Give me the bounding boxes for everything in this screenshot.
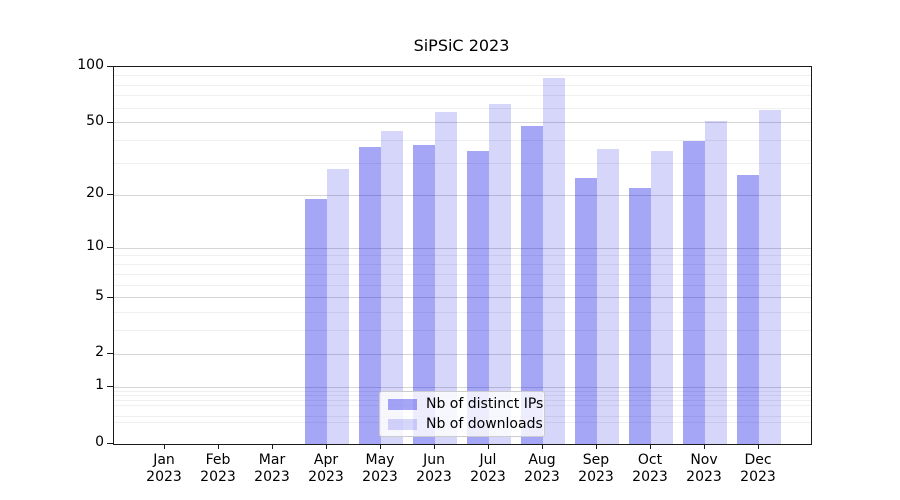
minor-gridline <box>114 84 811 86</box>
minor-gridline <box>114 95 811 97</box>
y-tick-label: 0 <box>95 434 104 450</box>
y-tick-label: 5 <box>95 287 104 304</box>
major-gridline <box>114 297 811 299</box>
y-tick-mark <box>107 66 113 67</box>
x-tick-mark <box>542 444 543 449</box>
y-tick-mark <box>107 247 113 249</box>
legend-swatch-distinct-ips <box>388 398 417 410</box>
bar-nb-of-distinct-ips-sep <box>575 177 597 444</box>
y-tick-mark <box>107 194 113 196</box>
x-tick-label-dec: Dec 2023 <box>740 452 776 485</box>
bar-nb-of-distinct-ips-jun <box>413 144 435 444</box>
bar-nb-of-distinct-ips-apr <box>305 199 327 444</box>
bar-nb-of-distinct-ips-nov <box>683 140 705 444</box>
x-tick-mark <box>434 444 435 449</box>
x-tick-mark <box>164 444 165 449</box>
major-gridline <box>114 247 811 249</box>
legend-row-downloads: Nb of downloads <box>388 416 543 432</box>
bar-nb-of-downloads-oct <box>651 151 673 444</box>
y-tick-mark <box>107 121 113 123</box>
x-tick-mark <box>650 444 651 449</box>
bar-nb-of-distinct-ips-aug <box>521 126 543 444</box>
y-tick-label: 50 <box>86 112 104 129</box>
legend-swatch-downloads <box>388 418 417 430</box>
major-gridline <box>114 122 811 124</box>
minor-gridline <box>114 255 811 257</box>
y-tick-mark <box>107 353 113 355</box>
x-tick-mark <box>326 444 327 449</box>
legend-label-downloads: Nb of downloads <box>426 416 543 432</box>
minor-gridline <box>114 75 811 77</box>
x-tick-label-jan: Jan 2023 <box>146 452 182 485</box>
x-tick-label-oct: Oct 2023 <box>632 452 668 485</box>
y-tick-label: 2 <box>95 344 104 361</box>
minor-gridline <box>114 162 811 164</box>
legend: Nb of distinct IPs Nb of downloads <box>379 391 545 437</box>
x-tick-mark <box>272 444 273 449</box>
x-tick-label-mar: Mar 2023 <box>254 452 290 485</box>
y-tick-label: 100 <box>77 57 104 73</box>
x-tick-mark <box>218 444 219 449</box>
bar-nb-of-downloads-nov <box>705 121 727 444</box>
x-tick-label-apr: Apr 2023 <box>308 452 344 485</box>
bar-nb-of-distinct-ips-dec <box>737 174 759 444</box>
y-tick-label: 20 <box>86 185 104 202</box>
bar-nb-of-downloads-aug <box>543 78 565 444</box>
bar-nb-of-downloads-apr <box>327 168 349 444</box>
minor-gridline <box>114 140 811 142</box>
bar-nb-of-downloads-may <box>381 131 403 444</box>
bar-nb-of-downloads-dec <box>759 109 781 444</box>
y-tick-label: 10 <box>86 238 104 255</box>
x-tick-label-jul: Jul 2023 <box>470 452 506 485</box>
x-tick-label-aug: Aug 2023 <box>524 452 560 485</box>
bar-nb-of-downloads-jun <box>435 112 457 444</box>
x-tick-label-jun: Jun 2023 <box>416 452 452 485</box>
legend-label-distinct-ips: Nb of distinct IPs <box>426 396 544 412</box>
x-tick-mark <box>488 444 489 449</box>
x-tick-mark <box>758 444 759 449</box>
minor-gridline <box>114 264 811 265</box>
minor-gridline <box>114 107 811 109</box>
y-tick-mark <box>107 386 113 388</box>
bar-nb-of-downloads-sep <box>597 149 619 444</box>
x-tick-label-sep: Sep 2023 <box>578 452 614 485</box>
y-tick-label: 1 <box>95 377 104 394</box>
bar-nb-of-distinct-ips-may <box>359 146 381 444</box>
x-tick-mark <box>380 444 381 449</box>
minor-gridline <box>114 330 811 332</box>
major-gridline <box>114 386 811 388</box>
bar-nb-of-distinct-ips-jul <box>467 151 489 444</box>
minor-gridline <box>114 312 811 314</box>
x-tick-label-nov: Nov 2023 <box>686 452 722 485</box>
y-tick-mark <box>107 443 113 444</box>
x-tick-label-may: May 2023 <box>362 452 398 485</box>
x-tick-mark <box>596 444 597 449</box>
major-gridline <box>114 353 811 355</box>
major-gridline <box>114 194 811 196</box>
x-tick-mark <box>704 444 705 449</box>
chart-title: SiPSiC 2023 <box>413 36 510 55</box>
x-tick-label-feb: Feb 2023 <box>200 452 236 485</box>
bar-nb-of-distinct-ips-oct <box>629 187 651 444</box>
legend-row-distinct-ips: Nb of distinct IPs <box>388 396 543 412</box>
y-tick-mark <box>107 296 113 298</box>
bar-nb-of-downloads-jul <box>489 104 511 444</box>
minor-gridline <box>114 273 811 275</box>
plot-area <box>113 66 812 445</box>
minor-gridline <box>114 284 811 286</box>
